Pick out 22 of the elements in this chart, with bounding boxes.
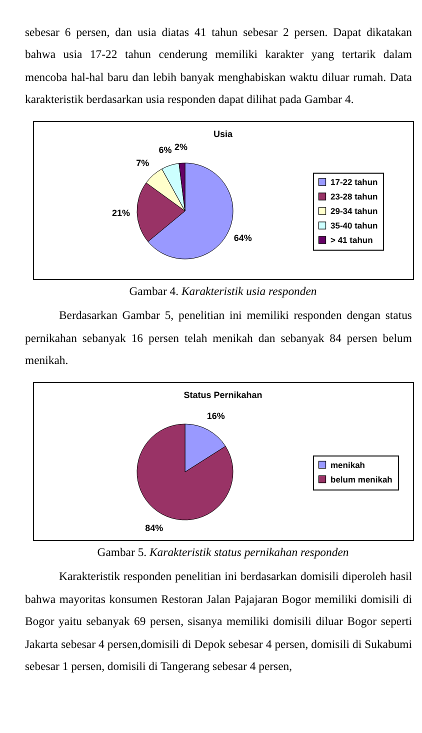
text: Gambar 4. Karakteristik usia responden	[128, 284, 318, 300]
legend-label: 29-34 tahun	[330, 206, 378, 216]
data-label: 2%	[174, 142, 188, 152]
pie-slice	[136, 424, 234, 520]
data-label: 6%	[158, 144, 172, 155]
text: Gambar 5. Karakteristik status pernikahan responden	[96, 544, 350, 561]
chart-title: Usia	[213, 128, 234, 139]
data-label: 64%	[234, 233, 252, 243]
legend-label: belum menikah	[330, 474, 392, 484]
legend-label: 35-40 tahun	[330, 220, 378, 230]
data-label: 16%	[206, 410, 225, 421]
text: sebesar 6 persen, dan usia diatas 41 tahun sebesar 2 persen. Dapat dikatakan bahwa usia 17-22 tahun cenderung memiliki karakter yang tertarik dalam mencoba hal-hal baru dan lebih banyak menghabiskan waktu diluar rumah. Data karakteristik berdasarkan usia responden dapat dilihat pada Gambar 4.	[25, 24, 412, 108]
data-label: 21%	[112, 208, 130, 218]
text: Karakteristik responden penelitian ini berdasarkan domisili diperoleh hasil bahwa mayoritas konsumen Restoran Jalan Pajajaran Bogor memiliki domisili di Bogor yaitu sebanyak 69 persen, sisanya memiliki domisili diluar Bogor seperti Jakarta sebesar 4 persen,domisili di Depok sebesar 4 persen, domisili di Sukabumi sebesar 1 persen, domisili di Tangerang sebesar 4 persen,	[25, 569, 412, 676]
legend-label: 23-28 tahun	[330, 191, 378, 202]
text: Berdasarkan Gambar 5, penelitian ini memiliki responden dengan status pernikahan sebanyak 16 persen telah menikah dan sebanyak 84 persen belum menikah.	[25, 308, 412, 370]
legend-label: menikah	[330, 460, 365, 470]
legend-label: > 41 tahun	[330, 234, 373, 245]
legend-label: 17-22 tahun	[330, 176, 378, 187]
data-label: 7%	[136, 158, 150, 168]
data-label: 84%	[145, 522, 164, 533]
chart-title: Status Pernikahan	[184, 390, 262, 400]
